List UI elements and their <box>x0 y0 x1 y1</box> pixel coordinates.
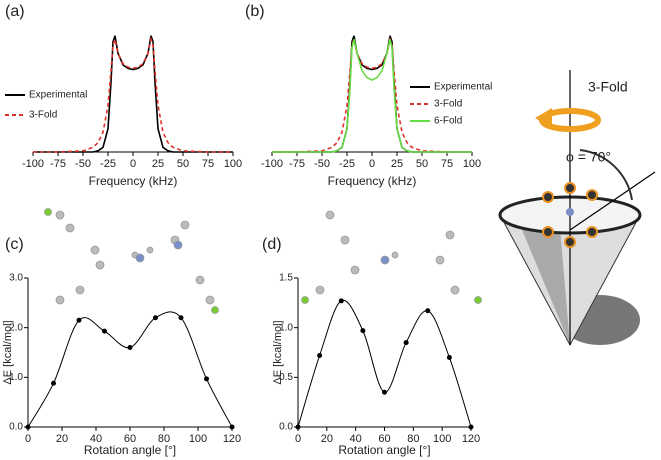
data-point <box>468 424 474 430</box>
molecule-drawings <box>44 208 482 314</box>
panel-label: (b) <box>245 3 265 20</box>
data-point <box>25 424 31 430</box>
data-point <box>446 354 452 360</box>
panel-label: (d) <box>262 236 282 253</box>
chart: (b) -100 -75 -50 -25 0 25 50 75 100 Frequency (kHz… <box>245 3 492 188</box>
series-line <box>272 36 472 153</box>
x-tick-label: 50 <box>416 158 428 170</box>
legend-label: 3-Fold <box>434 99 462 110</box>
legend-label: 6-Fold <box>434 116 462 127</box>
data-point <box>178 315 184 321</box>
x-tick-label: -25 <box>339 158 355 170</box>
x-tick-label: 0 <box>369 158 375 170</box>
x-tick-label: 80 <box>407 433 419 445</box>
x-tick-label: -100 <box>261 158 283 170</box>
x-tick-label: 40 <box>90 433 102 445</box>
y-tick-label: 0.0 <box>9 422 23 433</box>
x-tick-label: 50 <box>177 158 189 170</box>
x-tick-label: 100 <box>189 433 207 445</box>
x-tick-label: -50 <box>314 158 330 170</box>
x-tick-label: 60 <box>124 433 136 445</box>
chart: (c) 0 20 40 60 80 100 120 Rotation angle [°] 0.0 1… <box>2 236 241 457</box>
chart: (d) 0 20 40 60 80 100 120 Rotation angle [°] 0.0 0… <box>262 236 480 457</box>
angle-label: ϕ = 70° <box>566 149 611 165</box>
y-tick-label: 0.0 <box>279 422 293 433</box>
x-tick-label: 120 <box>462 433 480 445</box>
panel-label: (c) <box>5 236 24 253</box>
legend-label: Experimental <box>434 82 492 93</box>
x-tick-label: -25 <box>100 158 116 170</box>
y-tick-label: 1.0 <box>9 372 23 383</box>
x-axis-label: Frequency (kHz) <box>89 174 178 188</box>
x-tick-label: 60 <box>378 433 390 445</box>
data-point <box>382 389 387 395</box>
x-tick-label: 20 <box>321 433 333 445</box>
data-point <box>76 317 82 323</box>
data-point <box>229 424 235 430</box>
x-tick-label: 25 <box>152 158 164 170</box>
panel-label: (a) <box>5 3 25 20</box>
data-point <box>295 424 301 430</box>
y-tick-label: 1.0 <box>279 322 293 333</box>
data-point <box>403 340 409 346</box>
series-line <box>27 311 233 428</box>
data-point <box>338 298 344 304</box>
x-tick-label: 100 <box>433 433 451 445</box>
x-tick-label: 20 <box>56 433 68 445</box>
legend-label: Experimental <box>29 90 87 101</box>
y-tick-label: 1.5 <box>279 273 293 284</box>
x-tick-label: 0 <box>130 158 136 170</box>
data-point <box>127 345 133 351</box>
axis-label: 3-Fold <box>588 79 628 95</box>
data-point <box>153 315 158 321</box>
x-tick-label: 0 <box>295 433 301 445</box>
x-tick-label: -75 <box>50 158 66 170</box>
x-tick-label: -50 <box>75 158 91 170</box>
x-tick-label: 75 <box>441 158 453 170</box>
x-tick-label: -100 <box>22 158 44 170</box>
data-point <box>360 328 366 334</box>
x-tick-label: 100 <box>463 158 481 170</box>
x-tick-label: 25 <box>391 158 403 170</box>
y-tick-label: 2.0 <box>9 322 23 333</box>
y-axis-label: ΔE [kcal/mol] <box>2 320 14 384</box>
x-axis-label: Rotation angle [°] <box>84 443 176 457</box>
series-line <box>272 35 472 153</box>
series-line <box>272 39 472 153</box>
x-tick-label: 40 <box>350 433 362 445</box>
cone-illustration: 3-Fold ϕ = 70° <box>498 70 656 347</box>
data-point <box>425 308 431 314</box>
x-tick-label: 100 <box>224 158 242 170</box>
x-tick-label: 0 <box>25 433 31 445</box>
data-point <box>204 376 209 382</box>
y-tick-label: 3.0 <box>9 273 23 284</box>
y-tick-label: 0.5 <box>279 372 293 383</box>
chart: (a) -100 -75 -50 -25 0 25 50 75 100 Frequency (kHz… <box>5 3 242 188</box>
data-point <box>51 380 56 386</box>
data-point <box>102 328 107 334</box>
series-line <box>33 35 233 153</box>
x-tick-label: -75 <box>289 158 305 170</box>
legend-label: 3-Fold <box>29 110 57 121</box>
x-tick-label: 75 <box>202 158 214 170</box>
y-axis-label: ΔE [kcal/mol] <box>272 320 284 384</box>
x-tick-label: 80 <box>158 433 170 445</box>
x-tick-label: 120 <box>223 433 241 445</box>
series-line <box>33 36 233 153</box>
x-axis-label: Frequency (kHz) <box>328 174 417 188</box>
x-axis-label: Rotation angle [°] <box>338 443 430 457</box>
data-point <box>317 352 323 358</box>
series-line <box>297 299 472 428</box>
